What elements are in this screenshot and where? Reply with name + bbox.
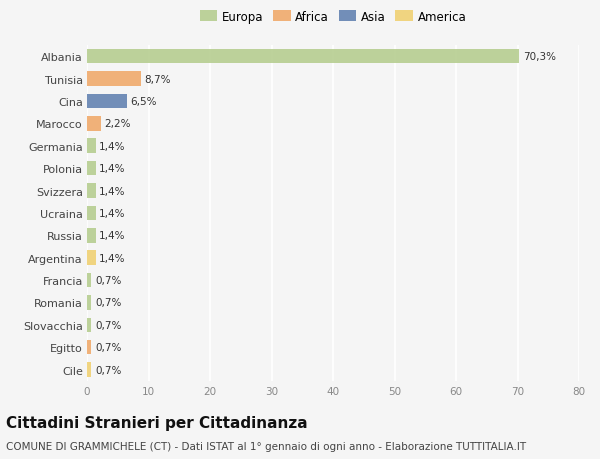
Text: 70,3%: 70,3%: [523, 52, 556, 62]
Text: 0,7%: 0,7%: [95, 320, 121, 330]
Text: 1,4%: 1,4%: [100, 208, 126, 218]
Text: 1,4%: 1,4%: [100, 231, 126, 241]
Text: 1,4%: 1,4%: [100, 141, 126, 151]
Text: Cittadini Stranieri per Cittadinanza: Cittadini Stranieri per Cittadinanza: [6, 415, 308, 431]
Text: 1,4%: 1,4%: [100, 253, 126, 263]
Bar: [87, 296, 91, 310]
Bar: [87, 340, 91, 355]
Bar: [87, 363, 91, 377]
Text: 0,7%: 0,7%: [95, 342, 121, 353]
Bar: [87, 162, 95, 176]
Bar: [87, 184, 95, 198]
Bar: [87, 318, 91, 332]
Text: 0,7%: 0,7%: [95, 298, 121, 308]
Bar: [87, 50, 520, 64]
Text: 2,2%: 2,2%: [104, 119, 131, 129]
Text: 0,7%: 0,7%: [95, 365, 121, 375]
Text: 8,7%: 8,7%: [144, 74, 170, 84]
Text: 1,4%: 1,4%: [100, 186, 126, 196]
Bar: [87, 251, 95, 265]
Bar: [87, 139, 95, 154]
Text: 1,4%: 1,4%: [100, 164, 126, 174]
Legend: Europa, Africa, Asia, America: Europa, Africa, Asia, America: [197, 8, 469, 26]
Bar: [87, 95, 127, 109]
Text: 0,7%: 0,7%: [95, 275, 121, 285]
Bar: [87, 229, 95, 243]
Bar: [87, 273, 91, 288]
Text: COMUNE DI GRAMMICHELE (CT) - Dati ISTAT al 1° gennaio di ogni anno - Elaborazion: COMUNE DI GRAMMICHELE (CT) - Dati ISTAT …: [6, 441, 526, 451]
Bar: [87, 206, 95, 221]
Bar: [87, 72, 140, 87]
Text: 6,5%: 6,5%: [131, 97, 157, 107]
Bar: [87, 117, 101, 131]
